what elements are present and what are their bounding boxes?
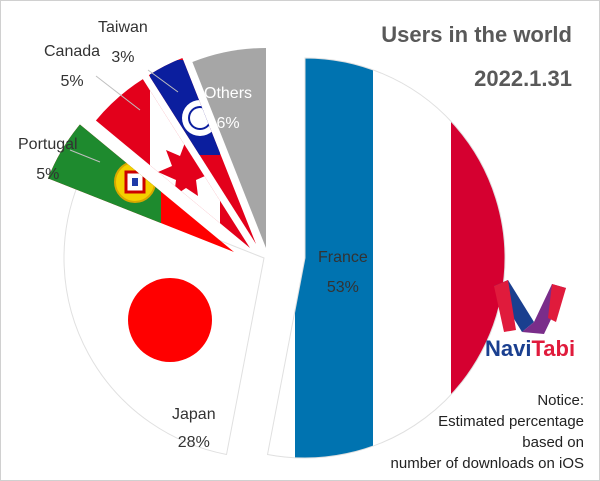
notice-line-4: number of downloads on iOS: [390, 455, 584, 472]
slice-others: [192, 48, 266, 248]
label-portugal-value: 5%: [36, 166, 60, 183]
label-portugal: Portugal 5%: [18, 135, 78, 185]
label-others: Others 6%: [204, 84, 252, 134]
chart-date: 2022.1.31: [474, 66, 572, 91]
navitabi-logo-text: NaviTabi: [485, 336, 575, 362]
label-japan-name: Japan: [172, 406, 216, 423]
leader-canada: [95, 75, 141, 111]
label-others-name: Others: [204, 85, 253, 102]
notice-line-2: Estimated percentage: [438, 413, 584, 430]
label-taiwan-name: Taiwan: [98, 19, 148, 36]
label-france: France 53%: [318, 248, 368, 298]
logo-text-tabi: Tabi: [531, 336, 576, 361]
navitabi-logo-icon: [494, 280, 566, 334]
leader-portugal: [69, 149, 101, 163]
logo-text-navi: Navi: [485, 336, 532, 361]
notice-line-1: Notice:: [537, 392, 584, 409]
label-canada-value: 5%: [60, 73, 84, 90]
label-japan: Japan 28%: [172, 405, 216, 453]
chart-title: Users in the world: [381, 22, 572, 47]
label-taiwan: Taiwan 3%: [98, 18, 148, 68]
label-canada: Canada 5%: [44, 42, 100, 92]
notice-line-3: based on: [522, 434, 584, 451]
label-canada-name: Canada: [44, 43, 101, 60]
label-portugal-name: Portugal: [18, 136, 78, 153]
label-others-value: 6%: [216, 115, 240, 132]
label-france-name: France: [318, 249, 368, 266]
label-france-value: 53%: [326, 279, 359, 296]
notice-text: Notice: Estimated percentage based on nu…: [391, 390, 584, 474]
label-taiwan-value: 3%: [111, 49, 135, 66]
label-japan-value: 28%: [177, 434, 210, 451]
leader-taiwan: [147, 69, 179, 93]
